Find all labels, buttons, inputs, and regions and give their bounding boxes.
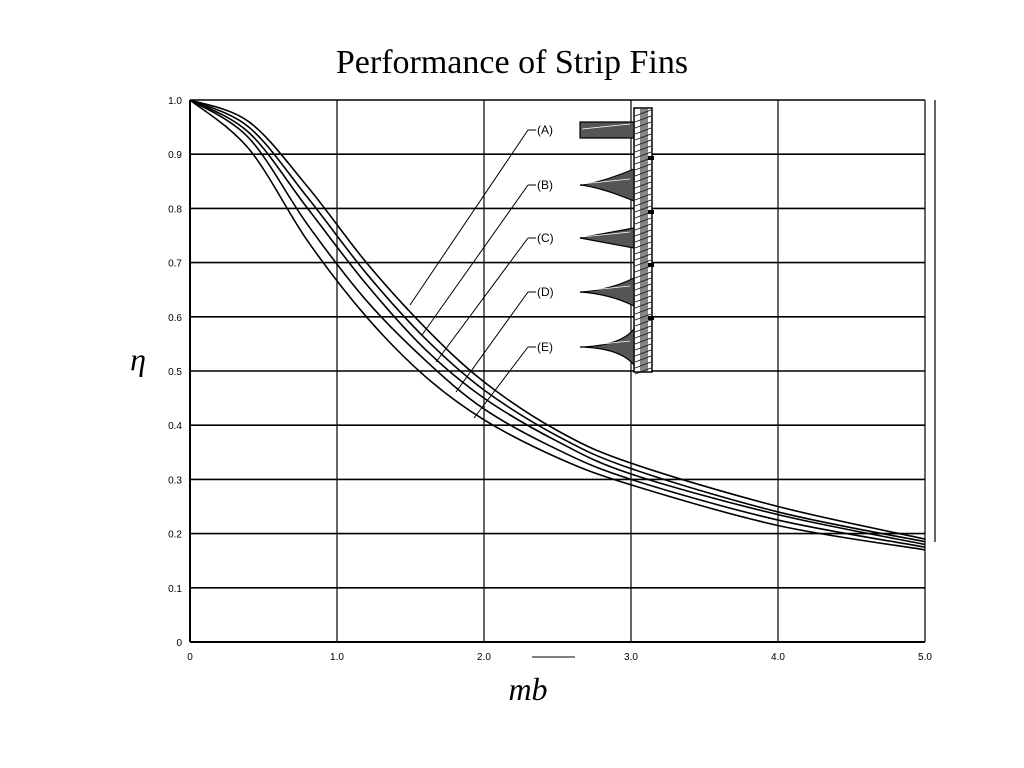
- series-line-a: [189, 99, 926, 540]
- x-tick-label: 4.0: [771, 652, 785, 663]
- y-tick-label: 0.5: [168, 367, 182, 378]
- leader-line: [473, 346, 529, 419]
- fin-profile: [579, 227, 635, 249]
- curve-label: (D): [537, 285, 554, 299]
- fin-profile: [579, 121, 635, 139]
- y-tick-label: 0: [176, 638, 182, 649]
- curve-label: (C): [537, 231, 554, 245]
- y-tick-label: 0.7: [168, 259, 182, 270]
- y-tick-label: 0.8: [168, 204, 182, 215]
- series-lines: [189, 99, 926, 551]
- wall-mark: [648, 316, 654, 320]
- curve-label: (B): [537, 178, 553, 192]
- curve-label: (A): [537, 123, 553, 137]
- wall-mark: [648, 263, 654, 267]
- slide-title: Performance of Strip Fins: [335, 44, 689, 81]
- leader-line: [435, 237, 529, 363]
- y-tick-label: 0.6: [168, 313, 182, 324]
- y-tick-label: 0.2: [168, 530, 182, 541]
- wall-mark: [648, 210, 654, 214]
- wall-mark: [648, 156, 654, 160]
- leader-line: [421, 184, 529, 336]
- wall-fill: [640, 108, 648, 372]
- grid-lines: [190, 99, 926, 642]
- curve-label: (E): [537, 340, 553, 354]
- leader-line: [409, 129, 529, 306]
- x-tick-label: 5.0: [918, 652, 932, 663]
- axes: [189, 100, 936, 643]
- x-tick-label: 1.0: [330, 652, 344, 663]
- fin-profile: [579, 277, 635, 307]
- series-line-d: [189, 99, 926, 548]
- curve-labels: (A) (B) (C) (D) (E): [409, 123, 554, 419]
- fin-highlight: [581, 340, 631, 347]
- fin-highlight: [581, 178, 631, 185]
- fin-profile: [579, 168, 635, 202]
- x-axis-label: mb: [508, 671, 547, 707]
- y-tick-label: 0.3: [168, 475, 182, 486]
- fin-highlight: [581, 285, 631, 292]
- x-tick-label: 0: [187, 652, 193, 663]
- x-tick-label: 3.0: [624, 652, 638, 663]
- y-tick-label: 0.1: [168, 584, 182, 595]
- y-axis-label: η: [130, 341, 146, 377]
- y-tick-label: 0.9: [168, 150, 182, 161]
- series-line-b: [189, 99, 926, 543]
- fin-profiles-inset: [579, 107, 654, 375]
- y-tick-label: 0.4: [168, 421, 182, 432]
- leader-line: [455, 291, 529, 393]
- tick-labels: 0 0.1 0.2 0.3 0.4 0.5 0.6 0.7 0.8 0.9 1.0 0 1.0 2.0 3.…: [168, 96, 932, 663]
- x-tick-label: 2.0: [477, 652, 491, 663]
- fin-profile: [579, 327, 635, 367]
- fin-highlight: [581, 231, 631, 238]
- fin-highlight: [581, 123, 631, 130]
- series-line-c: [189, 99, 926, 546]
- series-line-e: [189, 99, 926, 551]
- y-tick-label: 1.0: [168, 96, 182, 107]
